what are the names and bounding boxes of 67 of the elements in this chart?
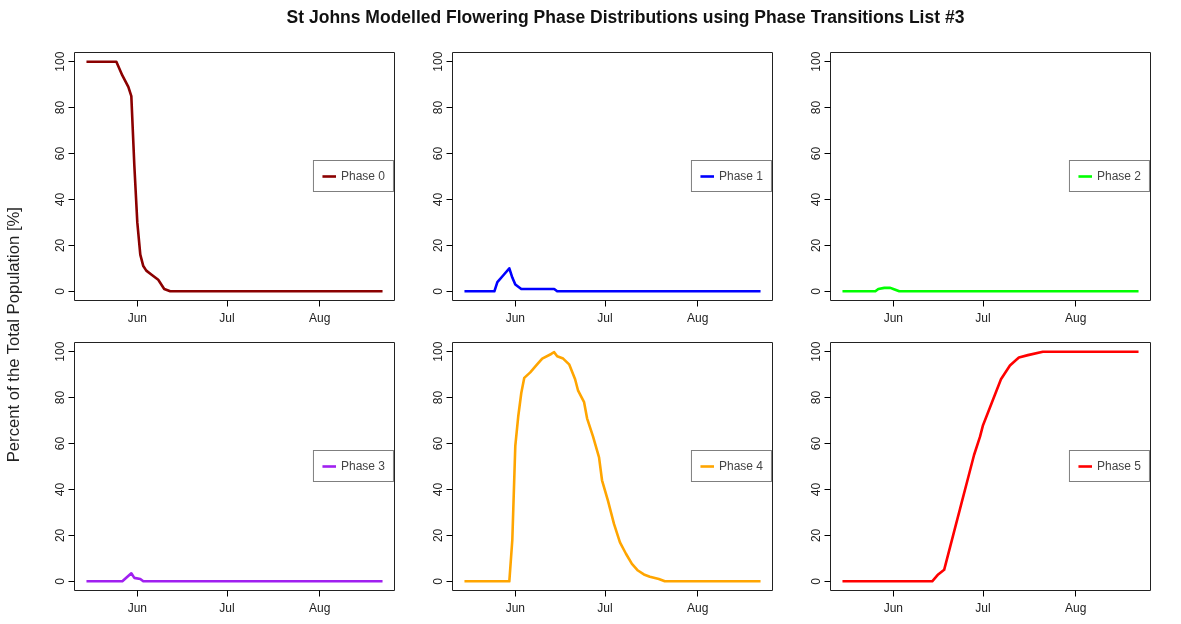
y-tick-label: 100 bbox=[809, 51, 824, 72]
y-tick-label: 60 bbox=[53, 146, 68, 161]
x-tick-label: Aug bbox=[309, 600, 331, 615]
y-tick-label: 60 bbox=[809, 146, 824, 161]
x-tick-label: Jul bbox=[597, 310, 613, 325]
y-axis-title: Percent of the Total Population [%] bbox=[4, 207, 23, 463]
y-tick-label: 80 bbox=[431, 390, 446, 405]
y-tick-label: 20 bbox=[53, 528, 68, 543]
y-tick-label: 100 bbox=[431, 341, 446, 362]
y-tick-label: 60 bbox=[431, 146, 446, 161]
y-tick-label: 80 bbox=[809, 390, 824, 405]
y-tick-label: 60 bbox=[53, 436, 68, 451]
y-tick-label: 20 bbox=[53, 238, 68, 253]
y-tick-label: 80 bbox=[809, 100, 824, 115]
x-tick-label: Aug bbox=[687, 600, 709, 615]
legend-label: Phase 0 bbox=[340, 169, 385, 183]
x-tick-label: Jul bbox=[219, 310, 235, 325]
legend-label: Phase 2 bbox=[1096, 169, 1141, 183]
x-tick-label: Jul bbox=[597, 600, 613, 615]
y-tick-label: 40 bbox=[53, 482, 68, 497]
y-tick-label: 40 bbox=[431, 482, 446, 497]
y-tick-label: 60 bbox=[431, 436, 446, 451]
y-tick-label: 0 bbox=[809, 577, 824, 585]
x-tick-label: Jul bbox=[219, 600, 235, 615]
y-tick-label: 100 bbox=[809, 341, 824, 362]
y-tick-label: 20 bbox=[809, 238, 824, 253]
legend-label: Phase 5 bbox=[1096, 459, 1141, 473]
y-tick-label: 100 bbox=[53, 51, 68, 72]
y-tick-label: 100 bbox=[53, 341, 68, 362]
x-tick-label: Aug bbox=[687, 310, 709, 325]
x-tick-label: Jul bbox=[975, 310, 991, 325]
y-tick-label: 20 bbox=[431, 528, 446, 543]
x-tick-label: Jun bbox=[505, 310, 525, 325]
line-series bbox=[463, 267, 762, 293]
y-tick-label: 20 bbox=[431, 238, 446, 253]
line-series bbox=[85, 571, 384, 583]
y-tick-label: 40 bbox=[431, 192, 446, 207]
y-tick-label: 80 bbox=[53, 100, 68, 115]
line-series bbox=[85, 60, 384, 293]
y-tick-label: 100 bbox=[431, 51, 446, 72]
text: St Johns Modelled Flowering Phase Distributions using Phase Transitions List #3 bbox=[285, 6, 966, 29]
x-tick-label: Jun bbox=[127, 600, 147, 615]
x-tick-label: Aug bbox=[309, 310, 331, 325]
y-tick-label: 0 bbox=[431, 577, 446, 585]
y-tick-label: 0 bbox=[809, 287, 824, 295]
x-tick-label: Jun bbox=[127, 310, 147, 325]
x-tick-label: Jul bbox=[975, 600, 991, 615]
y-tick-label: 0 bbox=[53, 577, 68, 585]
x-tick-label: Aug bbox=[1065, 310, 1087, 325]
x-tick-label: Aug bbox=[1065, 600, 1087, 615]
line-series bbox=[463, 350, 762, 583]
x-tick-label: Jun bbox=[883, 310, 903, 325]
x-tick-label: Jun bbox=[505, 600, 525, 615]
x-tick-label: Jun bbox=[883, 600, 903, 615]
y-tick-label: 0 bbox=[53, 287, 68, 295]
legend-label: Phase 1 bbox=[718, 169, 763, 183]
y-tick-label: 80 bbox=[431, 100, 446, 115]
y-tick-label: 80 bbox=[53, 390, 68, 405]
y-tick-label: 20 bbox=[809, 528, 824, 543]
y-tick-label: 40 bbox=[53, 192, 68, 207]
y-tick-label: 40 bbox=[809, 482, 824, 497]
legend-label: Phase 4 bbox=[718, 459, 763, 473]
y-tick-label: 40 bbox=[809, 192, 824, 207]
legend-label: Phase 3 bbox=[340, 459, 385, 473]
y-tick-label: 60 bbox=[809, 436, 824, 451]
line-series bbox=[841, 350, 1140, 583]
y-tick-label: 0 bbox=[431, 287, 446, 295]
